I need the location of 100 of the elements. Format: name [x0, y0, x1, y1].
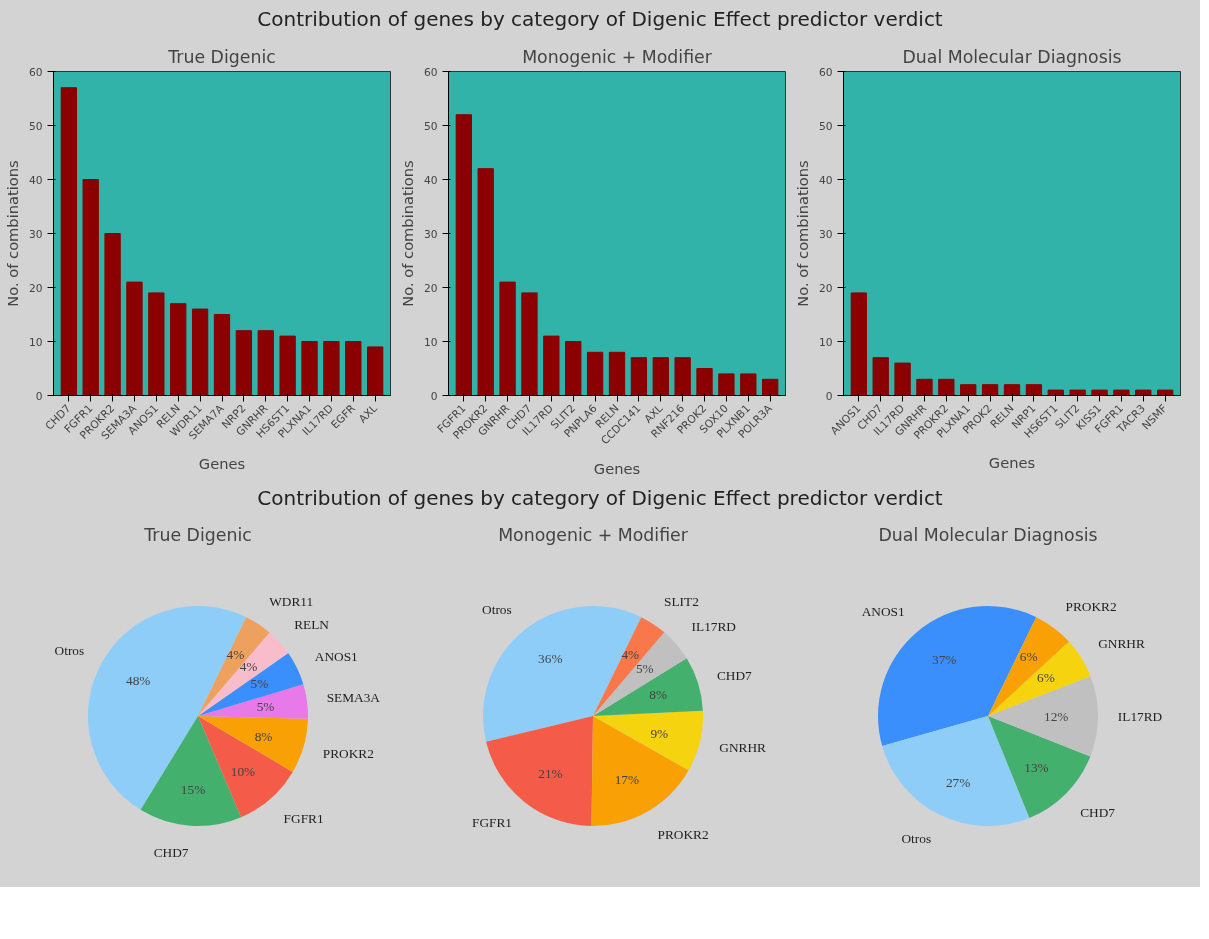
- bar: [213, 313, 231, 396]
- slice-label: CHD7: [1080, 804, 1116, 820]
- slice-label: PROKR2: [322, 746, 374, 762]
- bar: [455, 113, 472, 396]
- slice-label: IL17RD: [1117, 709, 1163, 724]
- x-axis-title: Genes: [988, 453, 1036, 471]
- y-tick-label: 0: [825, 389, 833, 403]
- y-tick-label: 10: [28, 335, 43, 349]
- y-tick-label: 0: [35, 389, 43, 403]
- bar: [301, 340, 318, 396]
- y-tick-label: 50: [818, 119, 833, 133]
- slice-label: RELN: [294, 616, 330, 632]
- data-label: 6%: [1037, 669, 1055, 685]
- bar: [608, 351, 626, 396]
- bar: [674, 356, 691, 396]
- bar: [894, 362, 911, 396]
- slice-label: PROKR2: [657, 827, 709, 843]
- data-label: 4%: [621, 646, 640, 662]
- bar: [1135, 389, 1152, 396]
- data-label: 8%: [254, 728, 273, 744]
- text: Contribution of genes by category of Digenic Effect predictor verdict: [257, 6, 943, 33]
- chart-title: True Digenic: [143, 524, 252, 545]
- bar: [1157, 389, 1174, 396]
- y-tick-label: 30: [423, 227, 438, 241]
- x-tick-label: AXL: [356, 401, 380, 426]
- slice-label: SEMA3A: [326, 690, 381, 706]
- data-label: 8%: [649, 686, 668, 702]
- bar: [521, 291, 538, 396]
- y-tick-label: 40: [423, 173, 438, 187]
- y-tick-label: 20: [28, 281, 43, 295]
- bar: [960, 383, 977, 396]
- x-axis-title: Genes: [198, 454, 246, 472]
- data-label: 21%: [538, 766, 563, 782]
- y-tick-label: 10: [818, 335, 833, 349]
- x-axis-title: Genes: [593, 459, 641, 477]
- bar: [170, 302, 187, 396]
- data-label: 37%: [932, 652, 957, 668]
- bar: [191, 308, 209, 396]
- slice-label: WDR11: [269, 594, 314, 610]
- bar: [323, 340, 340, 396]
- bar: [104, 232, 121, 396]
- slice-label: FGFR1: [283, 811, 324, 827]
- bar: [345, 340, 362, 396]
- data-label: 17%: [614, 772, 640, 788]
- bar: [850, 291, 867, 396]
- bar: [1113, 389, 1130, 396]
- slice-label: PROKR2: [1065, 598, 1117, 614]
- bar: [981, 383, 999, 396]
- bar: [477, 167, 494, 396]
- slice-label: IL17RD: [691, 619, 737, 635]
- chart-title: Dual Molecular Diagnosis: [902, 46, 1122, 67]
- slice-label: ANOS1: [314, 649, 358, 665]
- y-tick-label: 20: [423, 281, 438, 295]
- bar: [1069, 389, 1086, 396]
- y-tick-label: 20: [818, 281, 833, 295]
- data-label: 4%: [226, 646, 245, 662]
- bar: [916, 378, 933, 396]
- bar: [696, 367, 713, 396]
- data-label: 48%: [125, 673, 151, 689]
- chart-title: Monogenic + Modifier: [498, 524, 689, 545]
- bar: [872, 356, 889, 396]
- slice-label: CHD7: [153, 845, 189, 861]
- y-tick-label: 10: [423, 335, 438, 349]
- data-label: 5%: [256, 698, 275, 714]
- y-tick-label: 50: [28, 119, 43, 133]
- y-tick-label: 40: [28, 173, 43, 187]
- bar: [82, 178, 99, 396]
- bar: [1003, 383, 1021, 396]
- data-label: 5%: [635, 660, 654, 676]
- data-label: 15%: [180, 782, 206, 798]
- slice-label: Otros: [54, 642, 85, 658]
- slice-label: GNRHR: [1098, 636, 1145, 652]
- y-tick-label: 40: [818, 173, 833, 187]
- data-label: 10%: [230, 764, 256, 780]
- bar: [938, 378, 955, 396]
- data-label: 5%: [250, 676, 269, 692]
- bar: [740, 372, 757, 396]
- data-label: 6%: [1019, 649, 1038, 665]
- y-tick-label: 60: [28, 65, 43, 79]
- chart-title: True Digenic: [167, 46, 276, 67]
- slice-label: GNRHR: [719, 740, 767, 756]
- bar: [586, 351, 604, 396]
- y-tick-label: 0: [430, 389, 438, 403]
- slice-label: CHD7: [717, 668, 753, 684]
- slice-label: FGFR1: [472, 815, 513, 831]
- data-label: 12%: [1043, 708, 1069, 724]
- slice-label: Otros: [901, 831, 932, 847]
- bar: [235, 329, 253, 396]
- y-axis-title: No. of combinations: [3, 159, 21, 307]
- bar: [367, 345, 384, 396]
- slice-label: SLIT2: [664, 594, 699, 610]
- slice-label: ANOS1: [861, 603, 905, 619]
- bar: [279, 335, 296, 396]
- bar: [1047, 389, 1064, 396]
- data-label: 4%: [239, 659, 258, 675]
- bar: [762, 378, 779, 396]
- bar: [543, 335, 560, 396]
- data-label: 13%: [1024, 760, 1049, 776]
- bar: [565, 340, 582, 396]
- text: Contribution of genes by category of Digenic Effect predictor verdict: [257, 484, 943, 512]
